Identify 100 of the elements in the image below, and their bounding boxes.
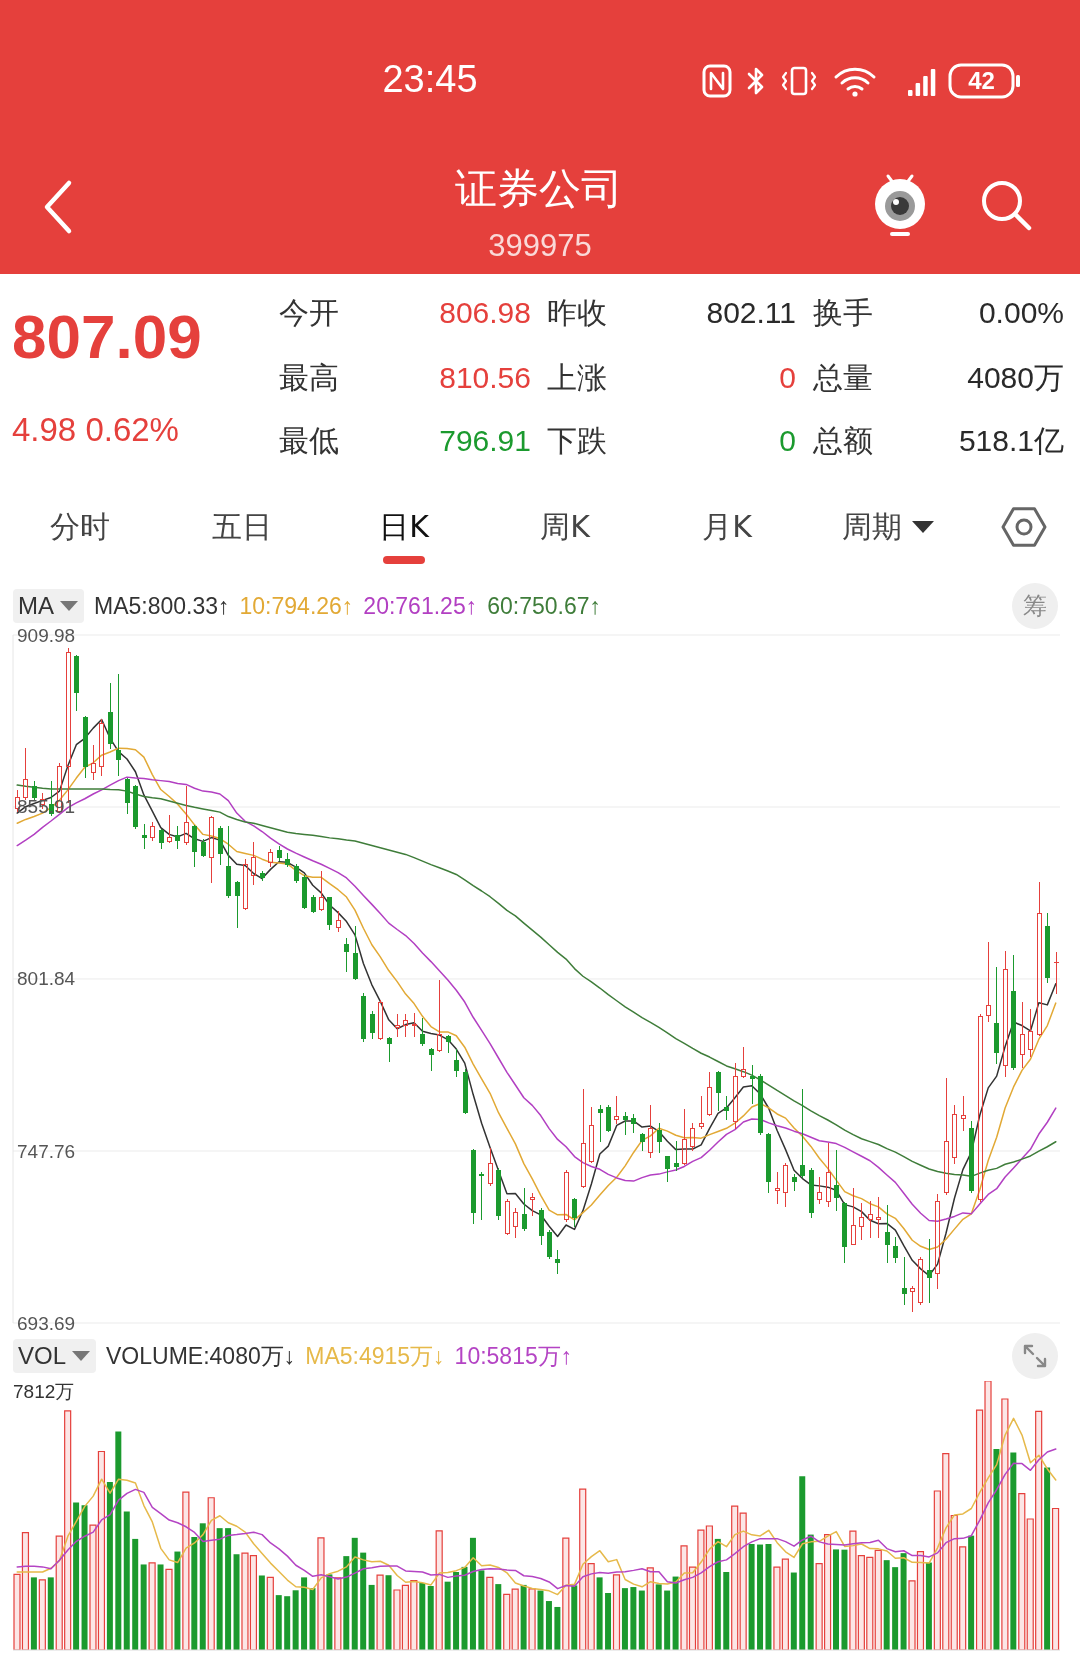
text: 23:45 (382, 57, 478, 103)
text: 下跌 (547, 423, 607, 459)
bar (317, 1537, 325, 1650)
bar (157, 1564, 164, 1650)
bar (284, 1596, 291, 1650)
text: 五日 (212, 509, 272, 545)
bar (385, 1575, 392, 1650)
y-tick-label: 693.69 (17, 1312, 76, 1334)
text: 518.1亿 (958, 423, 1064, 459)
text: 20:761.25↑ (363, 592, 478, 620)
bar (790, 1572, 797, 1650)
bar (968, 1535, 975, 1650)
text: 810.56 (439, 360, 531, 396)
bar (453, 1571, 460, 1650)
bar (528, 1588, 536, 1650)
bar (258, 1575, 265, 1650)
bar (874, 1549, 882, 1650)
bar (191, 1537, 198, 1650)
bar (174, 1551, 181, 1650)
bar (292, 1590, 299, 1650)
text: 总量 (813, 360, 873, 396)
text: 0 (779, 360, 796, 396)
text: 月K (702, 509, 752, 545)
text: 399975 (488, 227, 592, 265)
text: 最高 (279, 360, 339, 396)
bar (233, 1554, 240, 1650)
bar (587, 1563, 595, 1650)
bar (630, 1587, 637, 1650)
bar (478, 1570, 485, 1650)
bar (892, 1567, 899, 1650)
bar (368, 1584, 375, 1650)
bar (165, 1568, 173, 1650)
bar (275, 1595, 282, 1650)
text: 周K (540, 509, 590, 545)
bar (596, 1577, 603, 1650)
bar (520, 1584, 527, 1650)
bar (81, 1505, 88, 1650)
bar (503, 1593, 511, 1650)
bar (461, 1566, 468, 1650)
bar (757, 1544, 764, 1650)
bar (833, 1549, 840, 1650)
bar (672, 1576, 679, 1650)
bar (562, 1537, 570, 1650)
text: 806.98 (439, 295, 531, 331)
bar (883, 1560, 890, 1650)
text: 今开 (279, 295, 339, 331)
text: 总额 (813, 423, 873, 459)
bar (765, 1544, 772, 1650)
bar (115, 1431, 122, 1650)
bar (545, 1601, 552, 1650)
text: 周期 (842, 509, 902, 545)
bar (900, 1553, 907, 1650)
bar (30, 1577, 37, 1650)
bar (925, 1562, 932, 1650)
bar (554, 1606, 561, 1650)
text: 807.09 (12, 300, 202, 373)
bar (469, 1537, 476, 1650)
bar (73, 1502, 80, 1650)
text: 802.11 (706, 295, 796, 331)
bar (841, 1549, 848, 1650)
bar (1044, 1467, 1051, 1650)
text: 0 (779, 423, 796, 459)
bar (444, 1581, 451, 1650)
bar (225, 1528, 232, 1650)
bar (537, 1590, 544, 1650)
bar (343, 1556, 350, 1650)
bar (579, 1488, 587, 1650)
text: 换手 (813, 295, 873, 331)
legend-label: VOLUME:4080万↓ (106, 1341, 296, 1371)
bar (266, 1576, 274, 1650)
bar (123, 1511, 130, 1650)
text: 分时 (50, 509, 110, 545)
y-tick-label: 909.98 (17, 624, 76, 646)
bar (748, 1544, 755, 1650)
bar (495, 1584, 502, 1650)
bar (199, 1523, 206, 1650)
bar (807, 1534, 814, 1650)
bar (182, 1491, 190, 1650)
bar (301, 1577, 308, 1650)
bar (38, 1579, 46, 1650)
bar (1010, 1452, 1017, 1650)
text: 上涨 (547, 360, 607, 396)
text: 0.00% (978, 295, 1064, 331)
text: 10:794.26↑ (239, 592, 354, 620)
bar (723, 1571, 730, 1650)
bar (1001, 1398, 1009, 1650)
bar (993, 1449, 1000, 1650)
bar (638, 1590, 645, 1650)
text: 4.98 0.62% (12, 410, 179, 450)
bar (435, 1530, 443, 1650)
bar (148, 1562, 156, 1650)
dropdown-button: MA (13, 589, 84, 623)
text: 796.91 (439, 423, 531, 459)
bar (351, 1537, 358, 1650)
text: 昨收 (547, 295, 607, 331)
bar (571, 1585, 578, 1650)
bar (207, 1497, 215, 1650)
bar (334, 1577, 342, 1650)
bar (1018, 1493, 1026, 1650)
bar (646, 1567, 654, 1650)
